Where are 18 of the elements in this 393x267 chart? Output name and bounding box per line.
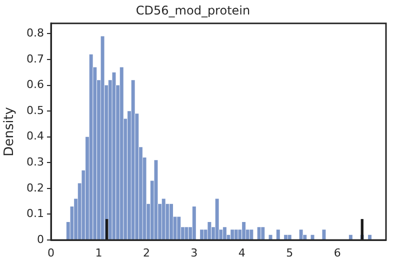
x-tick-label: 2 bbox=[142, 246, 150, 260]
y-tick-label: 0.3 bbox=[26, 156, 44, 168]
x-tick-label: 6 bbox=[334, 246, 341, 260]
y-tick-label: 0.6 bbox=[26, 78, 44, 92]
y-tick-label: 0.8 bbox=[26, 26, 44, 40]
y-tick-label: 0.2 bbox=[26, 181, 44, 194]
x-tick-label: 4 bbox=[238, 246, 246, 260]
y-tick-label: 0.5 bbox=[26, 104, 44, 117]
x-tick-label: 5 bbox=[286, 246, 294, 260]
y-tick-label: 0 bbox=[37, 232, 44, 246]
y-tick-label: 0.7 bbox=[26, 52, 44, 66]
chart-title: CD56_mod_protein bbox=[136, 3, 250, 18]
x-tick-label: 3 bbox=[190, 246, 198, 260]
x-tick-label: 0 bbox=[48, 246, 54, 260]
y-tick-label: 0.1 bbox=[26, 207, 44, 220]
y-tick-label: 0.4 bbox=[26, 130, 44, 143]
y-axis-title: Density bbox=[2, 106, 18, 156]
x-tick-label: 1 bbox=[95, 246, 102, 260]
